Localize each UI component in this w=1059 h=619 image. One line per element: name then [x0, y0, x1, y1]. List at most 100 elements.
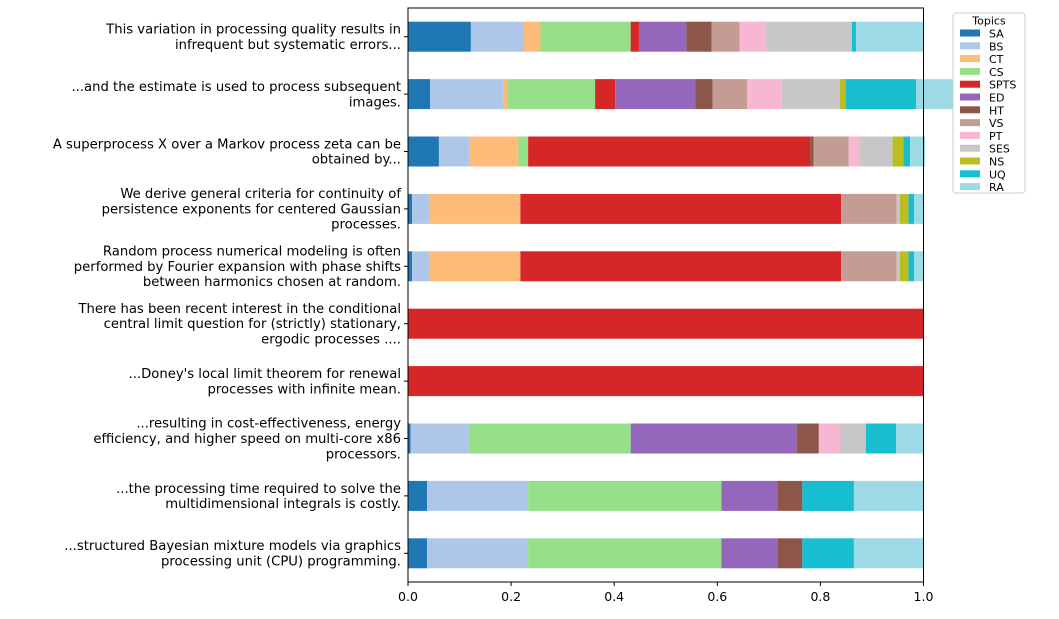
bar-segment-cs-row-3 — [518, 136, 529, 167]
bar-segment-spts-row-7 — [408, 366, 924, 397]
legend-swatch-ra — [960, 183, 980, 191]
legend-label-ses: SES — [989, 143, 1010, 156]
bar-segment-bs-row-10 — [427, 538, 529, 569]
bar-segment-ct-row-5 — [429, 251, 521, 282]
legend-swatch-ht — [960, 106, 980, 114]
bar-segment-sa-row-5 — [408, 251, 413, 282]
bar-segment-ht-row-9 — [777, 480, 803, 511]
bar-segment-bs-row-4 — [412, 193, 430, 224]
y-tick-label: ...resulting in cost-effectiveness, ener… — [93, 417, 401, 463]
bar-segment-uq-row-2 — [845, 79, 917, 110]
legend-label-bs: BS — [989, 40, 1003, 53]
y-tick-label-line: processing unit (CPU) programming. — [161, 554, 401, 569]
legend-swatch-ct — [960, 55, 980, 63]
x-tick-label: 0.6 — [707, 589, 727, 604]
y-tick-label-line: ...structured Bayesian mixture models vi… — [64, 539, 401, 554]
bar-segment-ht-row-8 — [796, 423, 819, 454]
bar-segment-ra-row-8 — [896, 423, 924, 454]
bar-segment-spts-row-3 — [528, 136, 811, 167]
legend-swatch-uq — [960, 170, 980, 178]
y-tick-label: ...Doney's local limit theorem for renew… — [129, 367, 401, 397]
y-tick-label-line: between harmonics chosen at random. — [143, 275, 401, 290]
y-tick-label: We derive general criteria for continuit… — [102, 187, 402, 233]
bar-segment-ht-row-3 — [810, 136, 814, 167]
y-tick-label-line: ...the processing time required to solve… — [116, 482, 401, 497]
legend-swatch-cs — [960, 67, 980, 75]
bar-segment-ns-row-4 — [899, 193, 909, 224]
legend-label-ns: NS — [989, 156, 1004, 169]
legend-label-vs: VS — [989, 117, 1004, 130]
bar-segment-bs-row-1 — [470, 21, 524, 52]
bar-segment-cs-row-2 — [507, 79, 596, 110]
y-tick-label-line: ...Doney's local limit theorem for renew… — [129, 367, 401, 382]
bar-segment-sa-row-3 — [408, 136, 439, 167]
legend-swatch-vs — [960, 119, 980, 127]
bar-segment-bs-row-9 — [427, 480, 529, 511]
bar-segment-bs-row-3 — [438, 136, 470, 167]
bar-segment-spts-row-6 — [408, 308, 924, 339]
y-tick-label-line: central limit question for (strictly) st… — [104, 317, 401, 332]
y-tick-label-line: A superprocess X over a Markov process z… — [53, 137, 401, 152]
bar-segment-pt-row-8 — [818, 423, 841, 454]
legend-swatch-ed — [960, 93, 980, 101]
legend-swatch-spts — [960, 80, 980, 88]
legend-label-uq: UQ — [989, 168, 1006, 181]
x-axis: 0.0 0.2 0.4 0.6 0.8 1.0 — [398, 582, 933, 604]
bar-segment-sa-row-10 — [408, 538, 428, 569]
y-tick-label: There has been recent interest in the co… — [78, 302, 402, 348]
bar-segment-ct-row-4 — [429, 193, 521, 224]
y-tick-label-line: performed by Fourier expansion with phas… — [74, 260, 401, 275]
bar-segment-ra-row-1 — [855, 21, 924, 52]
bar-segment-pt-row-2 — [747, 79, 782, 110]
x-tick-label: 0.0 — [398, 589, 418, 604]
bar-segment-sa-row-4 — [408, 193, 413, 224]
bar-segments — [408, 21, 956, 569]
bar-segment-ra-row-4 — [914, 193, 924, 224]
bar-segment-ed-row-10 — [721, 538, 778, 569]
y-tick-label-line: processors. — [326, 447, 401, 462]
y-tick-label: A superprocess X over a Markov process z… — [53, 137, 401, 167]
legend-label-ht: HT — [989, 104, 1004, 117]
y-tick-label-line: ergodic processes .... — [261, 333, 401, 348]
bar-segment-uq-row-3 — [903, 136, 911, 167]
y-tick-label-line: ...and the estimate is used to process s… — [71, 80, 401, 95]
bar-segment-ses-row-8 — [840, 423, 866, 454]
bar-segment-ct-row-1 — [523, 21, 541, 52]
bar-segment-ra-row-3 — [910, 136, 926, 167]
bar-segment-cs-row-10 — [528, 538, 722, 569]
bar-segment-bs-row-5 — [412, 251, 430, 282]
y-tick-label-line: This variation in processing quality res… — [105, 23, 401, 38]
bar-segment-spts-row-4 — [520, 193, 842, 224]
bar-segment-bs-row-8 — [410, 423, 469, 454]
bar-segment-bs-row-2 — [430, 79, 504, 110]
bar-segment-uq-row-9 — [802, 480, 854, 511]
x-tick-label: 0.2 — [501, 589, 521, 604]
legend-label-cs: CS — [989, 66, 1004, 79]
bar-segment-ses-row-2 — [781, 79, 840, 110]
bar-segment-vs-row-3 — [813, 136, 849, 167]
y-tick-label-line: multidimensional integrals is costly. — [165, 497, 401, 512]
bar-segment-ra-row-10 — [853, 538, 924, 569]
y-tick-label-line: There has been recent interest in the co… — [78, 302, 402, 317]
y-axis: This variation in processing quality res… — [53, 23, 408, 569]
bar-segment-ht-row-10 — [777, 538, 803, 569]
y-tick-label-line: infrequent but systematic errors... — [175, 38, 401, 53]
y-tick-label-line: Random process numerical modeling is oft… — [103, 245, 401, 260]
bar-segment-vs-row-2 — [712, 79, 748, 110]
bar-segment-ra-row-2 — [916, 79, 956, 110]
bar-segment-ses-row-5 — [896, 251, 900, 282]
y-tick-label: ...and the estimate is used to process s… — [71, 80, 401, 110]
bar-segment-spts-row-1 — [630, 21, 639, 52]
legend-swatch-bs — [960, 42, 980, 50]
bar-segment-ct-row-3 — [469, 136, 519, 167]
bar-segment-cs-row-8 — [468, 423, 631, 454]
bar-segment-sa-row-2 — [408, 79, 431, 110]
bar-segment-ns-row-5 — [899, 251, 909, 282]
bar-segment-pt-row-3 — [848, 136, 861, 167]
y-tick-label-line: persistence exponents for centered Gauss… — [102, 202, 401, 217]
bar-segment-ns-row-2 — [839, 79, 846, 110]
legend-label-ed: ED — [989, 92, 1004, 105]
